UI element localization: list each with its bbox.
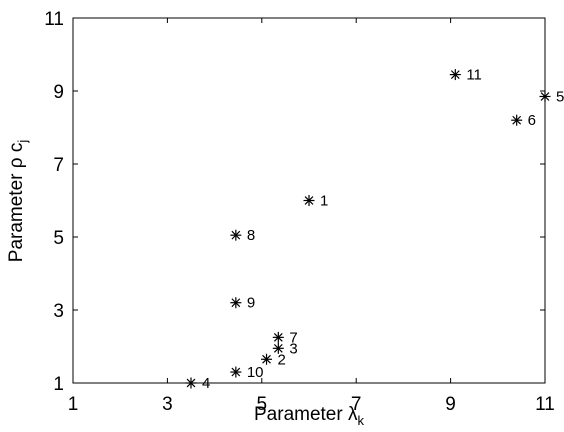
x-axis-label: Parameter λk [254,404,364,428]
scatter-point-stroke [231,298,241,308]
axis-ticks [72,17,546,384]
x-tick-label: 7 [351,394,362,415]
point-label: 2 [278,351,286,368]
x-axis-label-main: Parameter [254,404,348,425]
y-tick-label: 9 [53,82,64,103]
point-label: 3 [289,340,297,357]
scatter-point [230,366,242,378]
scatter-point-stroke [540,92,550,101]
point-label: 7 [289,329,297,346]
scatter-point-stroke [262,354,271,364]
y-axis-label-symbol: ρ [6,157,27,168]
scatter-point-stroke [450,70,460,79]
scatter-point [272,331,284,343]
scatter-point-stroke [231,230,241,240]
x-tick-label: 9 [445,394,456,415]
point-label: 10 [247,364,264,381]
data-points [185,69,551,389]
scatter-point [303,195,315,206]
scatter-point [261,353,273,365]
y-tick-label: 1 [53,374,64,395]
y-tick-label: 5 [53,228,64,249]
y-tick-label: 7 [53,155,64,176]
point-label: 11 [466,67,482,84]
y-axis-label-main: Parameter [6,168,27,262]
x-tick-label: 5 [257,394,268,415]
scatter-point [511,114,523,126]
y-axis-label: Parameter ρ cj [6,140,30,263]
scatter-point [230,297,242,309]
scatter-point [539,90,551,102]
scatter-point-stroke [512,115,522,125]
point-label: 1 [320,193,328,210]
point-label: 8 [247,227,255,244]
scatter-point [449,69,461,81]
x-axis-label-subscript: k [357,413,364,428]
x-tick-label: 3 [162,394,173,415]
y-tick-label: 3 [53,301,64,322]
scatter-point-stroke [304,196,314,205]
point-label: 5 [556,88,564,105]
x-tick-label: 1 [68,394,79,415]
y-axis-label-subscript: j [15,140,30,144]
scatter-point-stroke [273,332,283,342]
scatter-point [185,377,197,389]
scatter-point-stroke [231,367,241,377]
y-tick-label: 11 [44,9,64,30]
plot-frame [72,17,546,384]
point-label: 9 [247,295,255,312]
point-label: 6 [528,112,536,129]
point-label: 4 [202,375,210,392]
y-axis-label-tail: c [6,143,27,158]
x-axis-label-symbol: λ [348,404,358,425]
scatter-point-stroke [186,378,196,388]
scatter-point [272,342,284,354]
scatter-point-stroke [273,343,283,353]
scatter-point [230,229,242,241]
x-tick-label: 11 [535,394,555,415]
